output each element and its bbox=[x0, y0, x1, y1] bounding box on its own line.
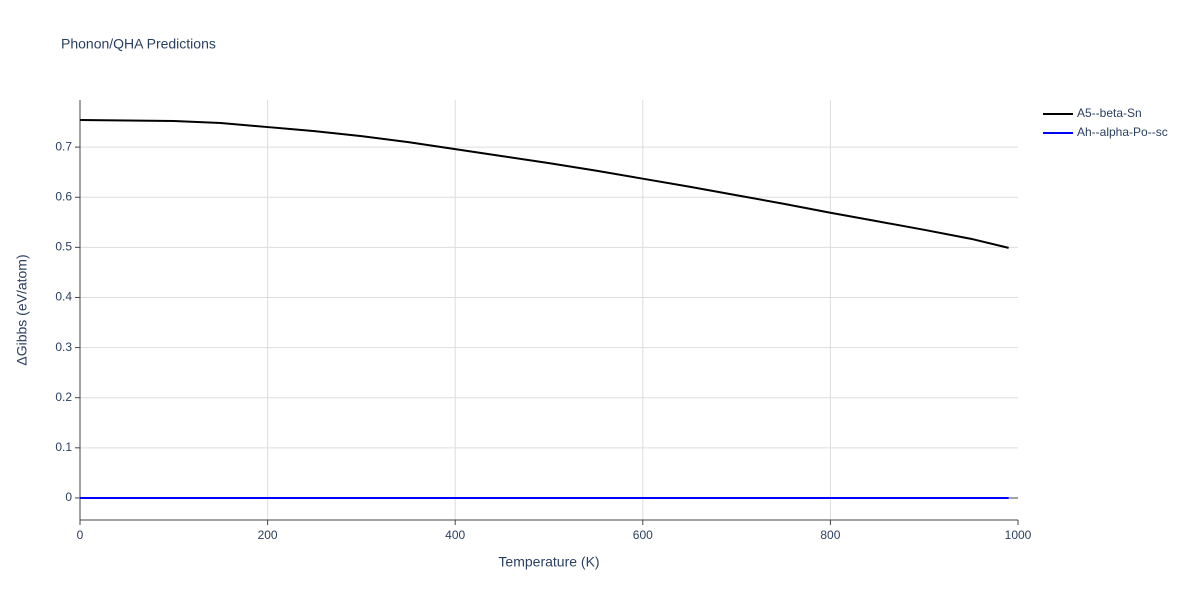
y-tick-label: 0.1 bbox=[55, 440, 72, 454]
x-axis-label: Temperature (K) bbox=[498, 554, 599, 570]
x-tick-label: 0 bbox=[77, 528, 84, 542]
chart-title: Phonon/QHA Predictions bbox=[61, 36, 216, 52]
y-tick-label: 0.7 bbox=[55, 139, 72, 153]
legend-label: Ah--alpha-Po--sc bbox=[1077, 125, 1168, 139]
y-tick-label: 0.6 bbox=[55, 189, 72, 203]
y-tick-label: 0.5 bbox=[55, 240, 72, 254]
y-tick-label: 0.3 bbox=[55, 340, 72, 354]
y-tick-label: 0.4 bbox=[55, 290, 72, 304]
y-tick-label: 0 bbox=[65, 490, 72, 504]
x-tick-label: 200 bbox=[258, 528, 278, 542]
y-axis-label: ΔGibbs (eV/atom) bbox=[14, 254, 30, 365]
x-tick-label: 400 bbox=[445, 528, 465, 542]
x-tick-label: 800 bbox=[820, 528, 840, 542]
x-tick-label: 1000 bbox=[1005, 528, 1032, 542]
x-tick-label: 600 bbox=[633, 528, 653, 542]
legend-label: A5--beta-Sn bbox=[1077, 106, 1142, 120]
y-tick-label: 0.2 bbox=[55, 390, 72, 404]
series-line bbox=[79, 119, 1009, 249]
